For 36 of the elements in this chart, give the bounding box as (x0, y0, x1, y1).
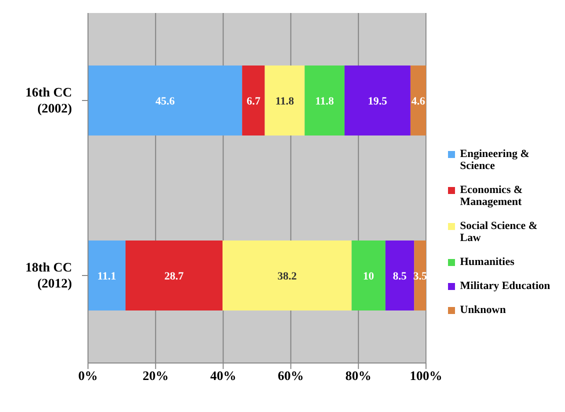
y-tick-label: 16th CC (2002) (25, 84, 72, 116)
x-tick-label: 100% (410, 368, 442, 384)
data-label: 19.5 (368, 95, 388, 108)
data-label: 8.5 (392, 270, 408, 282)
x-tick-label: 40% (210, 368, 236, 384)
bar (385, 240, 414, 310)
bar (344, 66, 410, 136)
y-tick-label: 18th CC (2012) (25, 260, 72, 290)
data-label: 6.7 (246, 95, 261, 108)
legend-label: Social Science & Law (460, 220, 539, 244)
bar (304, 66, 345, 136)
data-label: 4.6 (411, 95, 426, 108)
legend-label: Engineering & Science (460, 148, 530, 172)
bar (242, 66, 265, 136)
legend-label: Unknown (460, 304, 506, 316)
data-label: 28.7 (164, 270, 184, 282)
data-label: 11.1 (97, 270, 116, 282)
bar (352, 240, 386, 310)
bar (126, 240, 223, 310)
data-label: 45.6 (155, 95, 176, 108)
data-label: 11.8 (275, 95, 295, 108)
legend-label: Economics & Management (460, 184, 524, 208)
bar (88, 240, 126, 310)
bar (410, 66, 426, 136)
data-label: 11.8 (315, 95, 334, 108)
legend-label: Military Education (460, 280, 550, 292)
x-tick-label: 20% (142, 368, 169, 384)
x-tick-label: 0% (78, 368, 98, 384)
bar (88, 66, 242, 136)
bar (264, 66, 305, 136)
x-tick-label: 60% (278, 368, 304, 384)
x-tick-label: 80% (345, 368, 372, 384)
legend-label: Humanities (460, 256, 514, 268)
data-label: 10 (363, 270, 375, 282)
bar (222, 240, 352, 310)
data-label: 38.2 (277, 270, 298, 282)
